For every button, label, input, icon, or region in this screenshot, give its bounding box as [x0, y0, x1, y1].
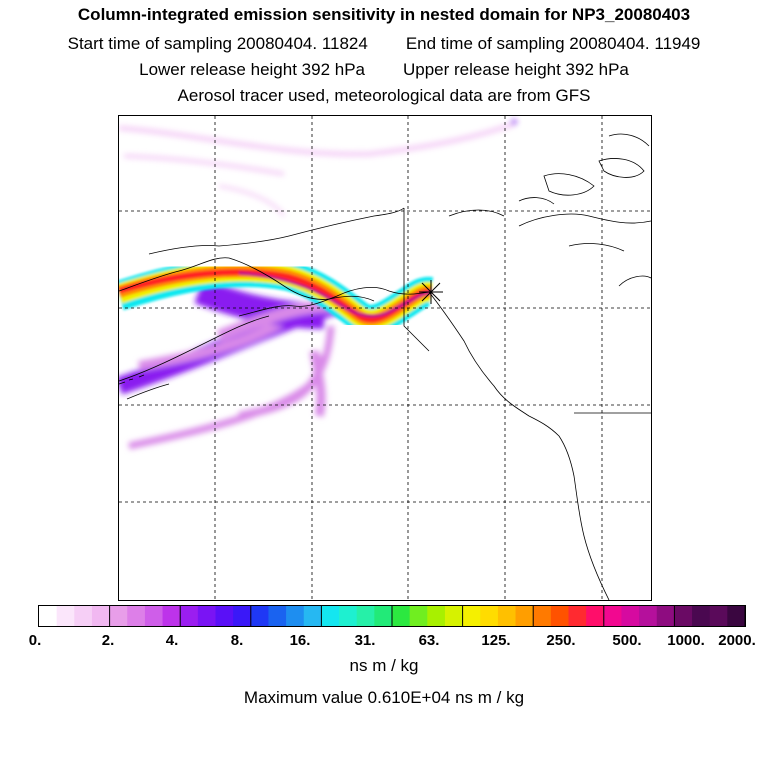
colorbar-swatch	[180, 606, 199, 626]
graticule	[119, 116, 651, 600]
upper-release-height: Upper release height 392 hPa	[403, 60, 629, 79]
colorbar-swatch	[162, 606, 181, 626]
map-panel	[118, 115, 652, 601]
colorbar-swatch	[427, 606, 446, 626]
plume-faint-north	[119, 119, 517, 217]
colorbar-swatch	[339, 606, 358, 626]
start-time: Start time of sampling 20080404. 11824	[67, 34, 368, 53]
colorbar-tick: 63.	[418, 632, 440, 649]
colorbar-swatch	[56, 606, 75, 626]
colorbar-swatches	[39, 606, 745, 626]
colorbar-tick: 2.	[101, 632, 115, 649]
colorbar-swatch	[74, 606, 93, 626]
colorbar-swatch	[250, 606, 270, 626]
colorbar-swatch	[497, 606, 517, 626]
colorbar-swatch	[515, 606, 534, 626]
colorbar-tick: 8.	[230, 632, 244, 649]
colorbar-unit: ns m / kg	[349, 656, 419, 675]
sampling-times: Start time of sampling 20080404. 11824 En…	[0, 34, 768, 54]
colorbar-swatch	[656, 606, 675, 626]
end-time: End time of sampling 20080404. 11949	[405, 34, 701, 53]
colorbar-swatch	[621, 606, 640, 626]
colorbar-swatch	[480, 606, 499, 626]
plume-core-band	[119, 257, 434, 335]
colorbar-swatch	[462, 606, 481, 626]
colorbar-swatch	[286, 606, 305, 626]
colorbar-tick: 2000.	[718, 632, 756, 649]
colorbar-tick: 16.	[289, 632, 311, 649]
colorbar-swatch	[91, 606, 111, 626]
colorbar-swatch	[603, 606, 623, 626]
colorbar-tick: 500.	[612, 632, 642, 649]
colorbar-swatch	[215, 606, 234, 626]
colorbar-swatch	[233, 606, 252, 626]
colorbar-swatch	[303, 606, 322, 626]
colorbar-swatch	[444, 606, 464, 626]
colorbar-swatch	[550, 606, 570, 626]
colorbar-tick: 250.	[546, 632, 576, 649]
tracer-note: Aerosol tracer used, meteorological data…	[177, 86, 591, 105]
colorbar-swatch	[392, 606, 411, 626]
colorbar-swatch	[586, 606, 605, 626]
colorbar-swatch	[197, 606, 217, 626]
colorbar-swatch	[144, 606, 164, 626]
colorbar-swatch	[109, 606, 128, 626]
colorbar-swatch	[639, 606, 658, 626]
release-heights: Lower release height 392 hPa Upper releas…	[0, 60, 768, 80]
maximum-value: Maximum value 0.610E+04 ns m / kg	[243, 688, 525, 707]
colorbar-tick: 4.	[165, 632, 179, 649]
colorbar-tick: 1000.	[667, 632, 705, 649]
coastlines	[119, 133, 651, 600]
colorbar-swatch	[321, 606, 340, 626]
colorbar-swatch	[127, 606, 146, 626]
colorbar-swatch	[39, 606, 58, 626]
colorbar-swatch	[268, 606, 287, 626]
map-canvas	[119, 116, 651, 600]
colorbar-swatch	[692, 606, 711, 626]
colorbar-swatch	[568, 606, 587, 626]
receptor-star-icon	[419, 280, 443, 304]
colorbar-swatch	[356, 606, 375, 626]
colorbar-tick: 31.	[354, 632, 376, 649]
colorbar-swatch	[674, 606, 693, 626]
colorbar-swatch	[709, 606, 728, 626]
colorbar-swatch	[374, 606, 393, 626]
figure-title: Column-integrated emission sensitivity i…	[77, 5, 691, 24]
colorbar-swatch	[409, 606, 428, 626]
lower-release-height: Lower release height 392 hPa	[139, 60, 365, 79]
colorbar-tick: 0.	[28, 632, 42, 649]
colorbar	[38, 605, 746, 627]
colorbar-swatch	[727, 606, 745, 626]
colorbar-swatch	[533, 606, 552, 626]
colorbar-tick: 125.	[481, 632, 511, 649]
